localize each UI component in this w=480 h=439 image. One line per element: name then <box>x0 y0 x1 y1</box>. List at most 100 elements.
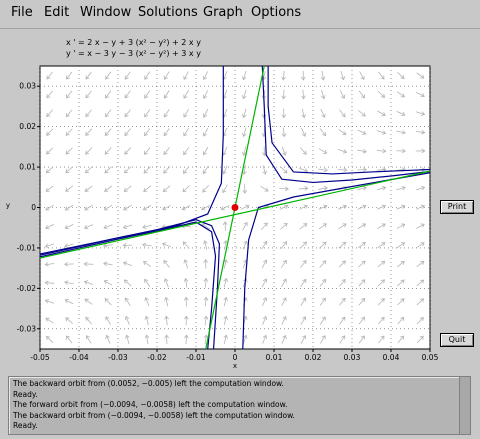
direction-arrowhead <box>85 94 90 99</box>
direction-arrow <box>182 204 191 211</box>
direction-arrow <box>201 205 210 210</box>
direction-arrow <box>319 128 326 136</box>
direction-arrowhead <box>400 93 406 98</box>
direction-arrowhead <box>85 335 90 340</box>
direction-arrow <box>45 243 55 248</box>
direction-arrow <box>46 147 54 155</box>
direction-arrowhead <box>282 297 287 302</box>
direction-arrow <box>103 224 113 229</box>
direction-arrow <box>262 316 267 326</box>
direction-arrow <box>262 297 267 307</box>
menu-file[interactable]: File <box>11 5 33 20</box>
direction-arrowhead <box>400 316 405 322</box>
direction-arrow <box>280 260 287 269</box>
direction-arrowhead <box>321 335 326 340</box>
direction-arrowhead <box>419 298 425 303</box>
direction-arrowhead <box>419 316 424 322</box>
direction-arrowhead <box>420 111 426 116</box>
direction-arrow <box>396 223 405 229</box>
direction-arrowhead <box>124 94 129 99</box>
direction-arrow <box>203 108 209 118</box>
orbit-curve <box>40 221 217 349</box>
direction-arrowhead <box>203 334 209 339</box>
direction-arrowhead <box>401 204 406 209</box>
direction-arrow <box>103 262 113 266</box>
direction-arrow <box>397 279 405 287</box>
direction-arrowhead <box>341 260 346 265</box>
direction-arrow <box>163 147 170 155</box>
menu-edit[interactable]: Edit <box>44 5 70 20</box>
direction-arrowhead <box>223 240 228 245</box>
direction-arrowhead <box>144 113 149 118</box>
status-scrollbar[interactable] <box>459 377 470 434</box>
direction-arrowhead <box>320 76 326 81</box>
direction-arrowhead <box>303 204 308 209</box>
direction-arrow <box>318 148 327 154</box>
direction-arrowhead <box>162 187 167 193</box>
direction-arrow <box>123 185 132 192</box>
direction-arrow <box>358 109 366 117</box>
menu-solutions[interactable]: Solutions <box>138 5 198 20</box>
direction-arrowhead <box>300 76 306 81</box>
direction-arrowhead <box>85 75 90 80</box>
direction-arrowhead <box>143 169 148 174</box>
direction-arrow <box>299 205 308 210</box>
direction-arrowhead <box>222 188 227 194</box>
direction-arrowhead <box>342 149 348 154</box>
direction-arrow <box>104 280 113 286</box>
direction-arrowhead <box>123 187 128 192</box>
equations-display: x ' = 2 x − y + 3 (x² − y²) + 2 x y y ' … <box>66 37 201 59</box>
menu-options[interactable]: Options <box>251 5 302 20</box>
direction-arrow <box>46 109 54 117</box>
direction-arrow <box>416 317 424 325</box>
quit-button[interactable]: Quit <box>440 333 474 347</box>
direction-arrow <box>376 205 386 210</box>
direction-arrowhead <box>361 223 367 228</box>
direction-arrowhead <box>322 131 327 137</box>
direction-arrowhead <box>163 169 168 174</box>
direction-arrow <box>66 90 73 99</box>
menu-graph[interactable]: Graph <box>203 5 243 20</box>
direction-arrowhead <box>400 298 405 303</box>
direction-arrowhead <box>400 260 405 265</box>
direction-arrow <box>377 223 386 229</box>
direction-arrowhead <box>144 131 149 137</box>
direction-arrowhead <box>44 262 49 267</box>
direction-arrow <box>64 243 74 247</box>
direction-arrow <box>415 111 425 115</box>
direction-arrowhead <box>144 75 149 80</box>
direction-arrowhead <box>46 131 51 136</box>
direction-arrowhead <box>161 242 167 247</box>
direction-arrow <box>142 224 152 228</box>
direction-arrowhead <box>342 131 347 136</box>
direction-arrowhead <box>46 150 51 155</box>
phase-plane-plot[interactable]: -0.05 -0.04 -0.03 -0.02 -0.01 0 0.01 0.02 0.03 0.… <box>0 0 480 376</box>
direction-arrowhead <box>144 334 150 339</box>
direction-arrowhead <box>65 131 70 136</box>
direction-arrowhead <box>421 148 426 154</box>
direction-arrowhead <box>104 131 109 136</box>
direction-arrow <box>298 187 308 190</box>
direction-arrowhead <box>66 75 71 80</box>
direction-arrow <box>143 166 151 174</box>
direction-arrow <box>45 204 54 211</box>
y-axis-label: y <box>6 202 10 210</box>
direction-arrow <box>105 128 112 136</box>
direction-arrow <box>396 168 406 171</box>
direction-arrowhead <box>183 259 188 264</box>
direction-arrowhead <box>144 315 150 320</box>
print-button[interactable]: Print <box>440 200 474 214</box>
direction-arrow <box>124 71 131 80</box>
direction-arrowhead <box>64 243 69 248</box>
direction-arrowhead <box>242 151 247 156</box>
direction-arrow <box>396 205 406 210</box>
direction-arrow <box>223 316 227 326</box>
menu-window[interactable]: Window <box>80 5 132 20</box>
direction-arrow <box>165 316 168 326</box>
direction-arrow <box>358 335 365 344</box>
direction-arrow <box>281 146 286 156</box>
direction-arrow <box>397 335 404 344</box>
direction-arrow <box>416 242 425 248</box>
direction-arrow <box>85 90 92 99</box>
direction-arrow <box>321 70 324 80</box>
